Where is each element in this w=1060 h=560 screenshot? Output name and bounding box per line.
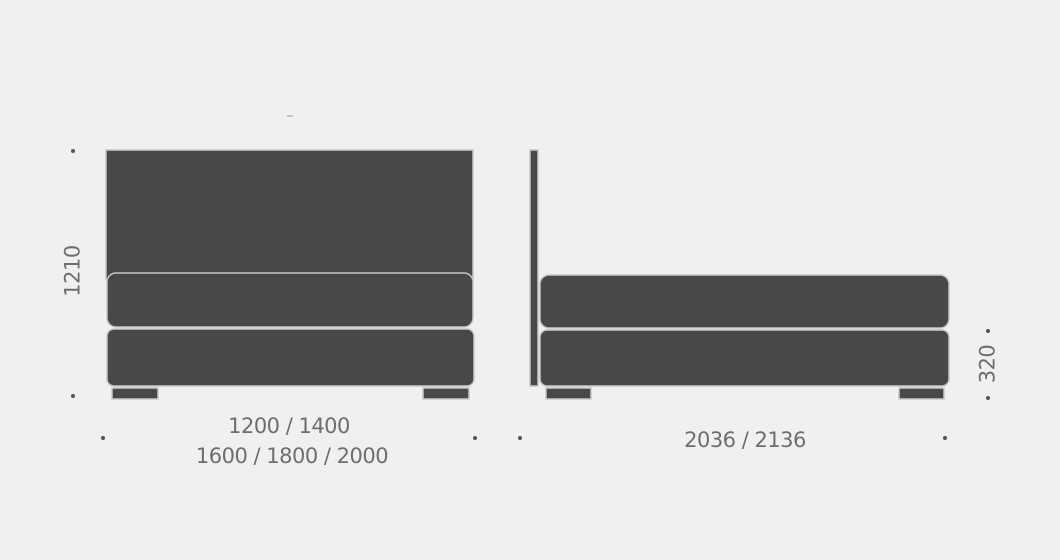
front-foot-right bbox=[422, 387, 470, 400]
dimension-dot bbox=[71, 149, 75, 153]
dimension-dot bbox=[101, 436, 105, 440]
side-foot-right bbox=[898, 387, 945, 400]
dimension-dot bbox=[473, 436, 477, 440]
front-mattress bbox=[106, 272, 474, 328]
dimension-dot bbox=[518, 436, 522, 440]
side-length-label: 2036 / 2136 bbox=[684, 428, 806, 452]
front-width-label-line2: 1600 / 1800 / 2000 bbox=[195, 444, 389, 468]
front-foot-left bbox=[111, 387, 159, 400]
front-height-label: 1210 bbox=[60, 245, 85, 297]
dimension-dot bbox=[71, 394, 75, 398]
front-headboard bbox=[105, 149, 474, 281]
dimension-dot bbox=[986, 329, 990, 333]
dimension-dot bbox=[986, 396, 990, 400]
dimension-dot bbox=[943, 436, 947, 440]
side-base-height-label: 320 bbox=[975, 344, 1000, 384]
side-base bbox=[539, 329, 950, 387]
side-headboard bbox=[529, 149, 539, 387]
side-mattress bbox=[539, 274, 950, 329]
side-foot-left bbox=[545, 387, 592, 400]
front-base bbox=[106, 328, 475, 387]
front-width-label-line1: 1200 / 1400 bbox=[228, 414, 350, 438]
